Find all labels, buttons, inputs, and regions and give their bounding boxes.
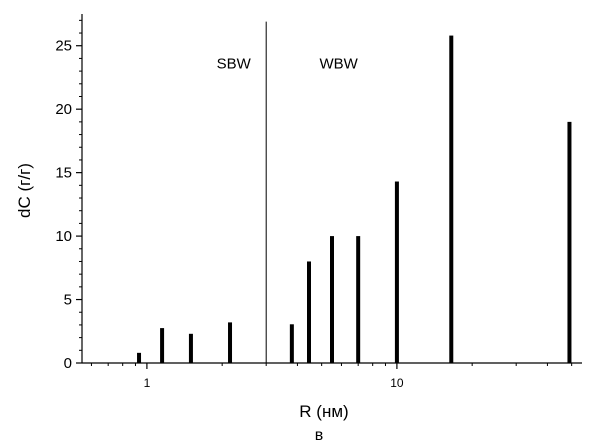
bar [356,236,361,363]
y-axis-title: dC (г/г) [15,163,34,218]
y-tick-label: 20 [55,101,72,118]
bar [160,328,165,363]
bar [289,324,294,363]
bars [137,35,572,363]
bar [567,121,572,363]
y-tick-label: 5 [64,292,72,309]
bar [188,333,193,363]
y-tick-label: 0 [64,355,72,372]
x-tick-label: 1 [144,376,151,390]
bar [330,236,334,363]
bar [394,181,399,363]
region-label: SBW [217,56,252,73]
y-tick-label: 25 [55,38,72,55]
x-axis-title: R (нм) [299,402,348,421]
region-label: WBW [319,56,358,73]
bar [137,352,142,363]
y-tick-label: 15 [55,165,72,182]
bar [228,322,233,363]
bar [449,35,454,363]
x-tick-label: 10 [390,376,404,390]
bar [306,261,311,363]
figure-caption: в [315,427,324,444]
axes: 0 5 10 15 20 25 1 10 [55,14,582,390]
annotations: SBW WBW [217,56,359,73]
y-tick-label: 10 [55,228,72,245]
